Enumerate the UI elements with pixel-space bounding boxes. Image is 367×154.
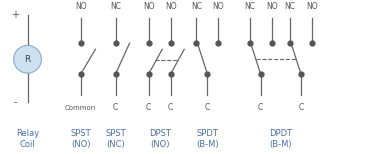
- Text: SPST
(NC): SPST (NC): [105, 129, 126, 149]
- Text: NC: NC: [191, 2, 202, 11]
- Text: C: C: [146, 103, 151, 112]
- Text: C: C: [113, 103, 118, 112]
- Text: R: R: [24, 55, 31, 64]
- Text: C: C: [298, 103, 304, 112]
- Text: NO: NO: [143, 2, 155, 11]
- Text: C: C: [168, 103, 173, 112]
- Text: SPDT
(B-M): SPDT (B-M): [196, 129, 219, 149]
- Text: C: C: [258, 103, 263, 112]
- Text: C: C: [205, 103, 210, 112]
- Text: NO: NO: [212, 2, 224, 11]
- Text: DPST
(NO): DPST (NO): [149, 129, 171, 149]
- Text: NC: NC: [284, 2, 295, 11]
- Text: NO: NO: [165, 2, 177, 11]
- Ellipse shape: [14, 45, 41, 73]
- Text: NO: NO: [266, 2, 277, 11]
- Text: -: -: [14, 97, 17, 107]
- Text: SPST
(NO): SPST (NO): [70, 129, 91, 149]
- Text: NO: NO: [75, 2, 87, 11]
- Text: DPDT
(B-M): DPDT (B-M): [269, 129, 292, 149]
- Text: NO: NO: [306, 2, 318, 11]
- Text: NC: NC: [244, 2, 255, 11]
- Text: Common: Common: [65, 105, 97, 111]
- Text: +: +: [11, 10, 19, 20]
- Text: Relay
Coil: Relay Coil: [16, 129, 39, 149]
- Text: NC: NC: [110, 2, 121, 11]
